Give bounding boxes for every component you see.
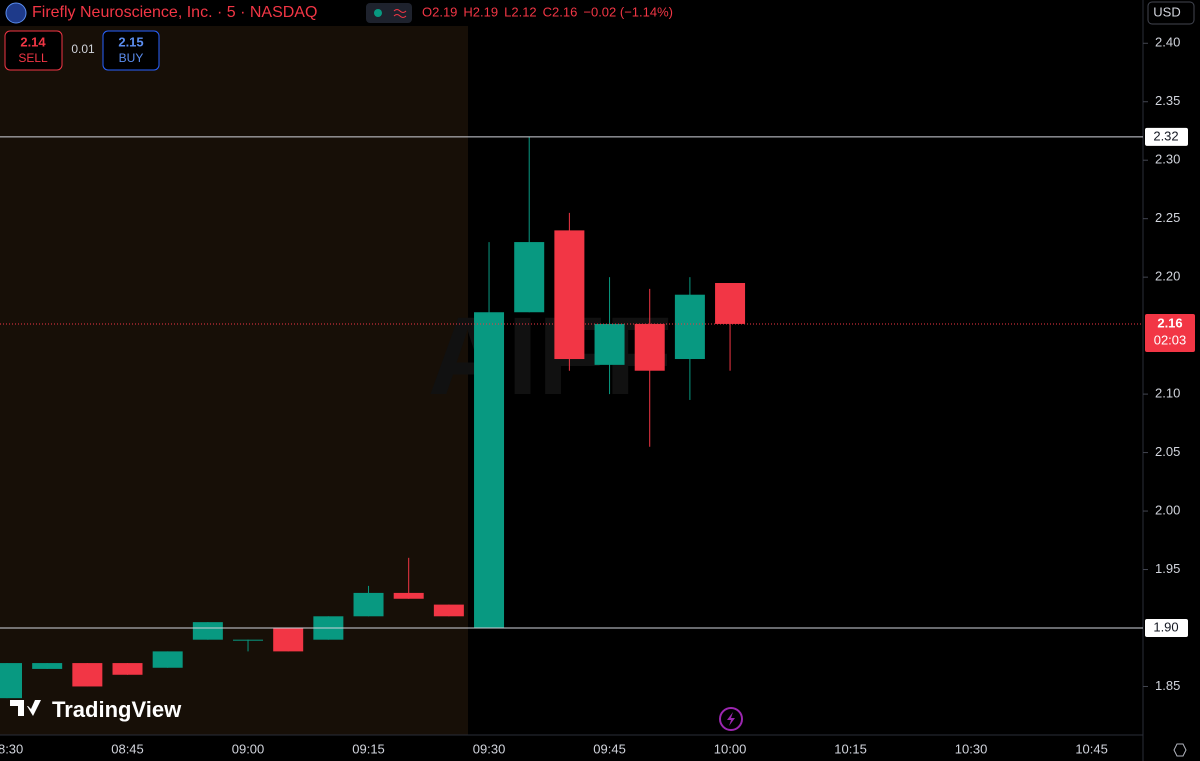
watermark: AIFF [428,295,672,418]
candle-body [715,283,746,324]
y-tick-label: 2.25 [1155,210,1180,225]
y-tick-label: 2.05 [1155,444,1180,459]
candle-body [0,663,22,699]
candle-body [433,604,464,617]
last-price-label-box [1145,313,1195,352]
y-tick-label: 2.30 [1155,152,1180,167]
candle-body [152,651,183,668]
delay-icon [393,9,407,18]
price-line-label: 1.90 [1153,619,1178,634]
extended-hours-shading [0,26,468,735]
currency-button[interactable] [1147,1,1195,25]
candle-body [634,323,665,371]
y-tick-label: 2.20 [1155,269,1180,284]
sell-price[interactable]: 2.14 [20,34,46,49]
events-bolt [727,712,735,726]
candle-body [514,242,545,313]
candle-body [594,323,625,365]
x-tick-label: 08:45 [111,741,144,756]
x-tick-label: 09:30 [473,741,506,756]
y-tick-label: 1.85 [1155,678,1180,693]
ohlc-value: H2.19 [463,4,498,19]
symbol-logo[interactable] [5,2,27,24]
candle-body [393,592,424,599]
y-tick-label: 1.95 [1155,561,1180,576]
candle-body [32,663,63,669]
price-line-label-box [1145,127,1188,146]
x-tick-label: 09:15 [352,741,385,756]
candle-body [353,592,384,617]
candle-body [273,627,304,652]
last-price-countdown: 02:03 [1154,332,1187,347]
x-tick-label: 10:15 [834,741,867,756]
buy-label[interactable]: BUY [119,51,144,65]
x-tick-label: 10:00 [714,741,747,756]
x-tick-label: 10:30 [955,741,988,756]
y-tick-label: 2.00 [1155,502,1180,517]
brand-logo[interactable] [10,700,41,716]
price-line-label-box [1145,618,1188,637]
spread: 0.01 [71,42,95,56]
buy-button[interactable] [102,30,160,71]
sell-button[interactable] [4,30,63,71]
x-tick-label: 10:45 [1075,741,1108,756]
y-tick-label: 2.40 [1155,35,1180,50]
candle-body [554,230,585,360]
events-icon[interactable] [719,707,743,731]
price-line-label: 2.32 [1153,128,1178,143]
symbol-title[interactable]: Firefly Neuroscience, Inc. · 5 · NASDAQ [32,4,317,21]
sell-label[interactable]: SELL [18,51,48,65]
x-tick-label: 09:00 [232,741,265,756]
x-tick-label: 09:45 [593,741,626,756]
status-pill[interactable] [366,3,412,23]
ohlc-value: L2.12 [504,4,537,19]
y-tick-label: 2.10 [1155,386,1180,401]
candle-body [112,663,143,675]
ohlc-value: −0.02 (−1.14%) [583,4,673,19]
brand[interactable]: TradingView [52,697,182,722]
last-price-label: 2.16 [1157,315,1182,330]
x-tick-label: 08:30 [0,741,23,756]
candle-body [674,294,705,360]
ohlc-value: C2.16 [543,4,578,19]
currency[interactable]: USD [1153,4,1180,19]
settings-icon[interactable] [1173,743,1187,757]
buy-price[interactable]: 2.15 [118,34,143,49]
candle-body [72,663,103,687]
candle-body [233,639,264,641]
candle-body [192,622,223,640]
market-status [374,9,382,17]
y-tick-label: 2.35 [1155,93,1180,108]
candle-body [474,312,505,628]
ohlc-value: O2.19 [422,4,457,19]
